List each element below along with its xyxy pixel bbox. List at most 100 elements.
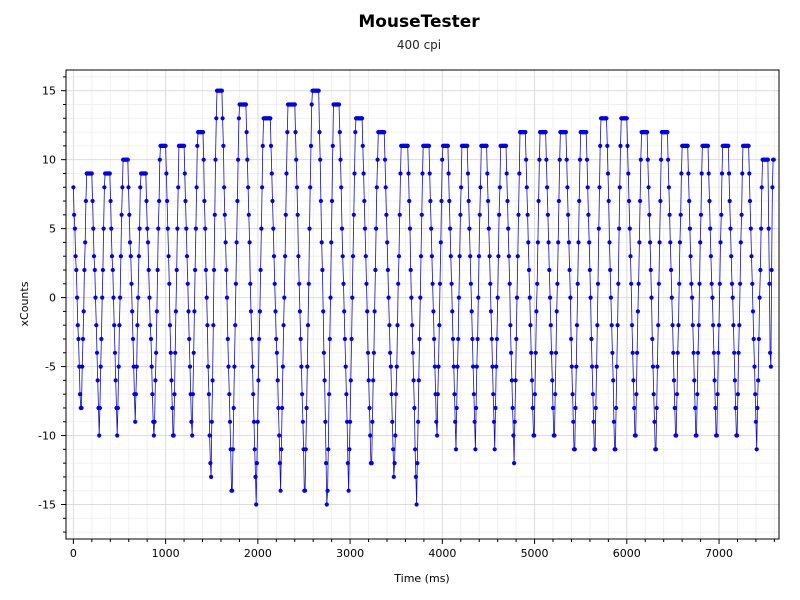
data-point: [156, 226, 161, 231]
data-point: [219, 88, 224, 93]
data-point: [687, 226, 693, 231]
data-point: [305, 364, 310, 369]
data-point: [511, 461, 517, 466]
y-axis-title: xCounts: [18, 281, 31, 326]
data-point: [629, 323, 635, 328]
data-point: [243, 102, 248, 107]
data-point: [91, 254, 97, 259]
data-point: [246, 212, 251, 217]
data-point: [221, 143, 226, 148]
data-point: [465, 143, 470, 148]
data-point: [133, 419, 138, 424]
data-point: [699, 171, 704, 176]
data-point: [714, 433, 719, 438]
data-point: [446, 171, 451, 176]
x-tick-label: 3000: [336, 547, 364, 560]
data-point: [636, 281, 641, 286]
data-point: [120, 185, 125, 190]
data-point: [655, 364, 660, 369]
data-point: [253, 474, 258, 479]
data-point: [100, 295, 105, 300]
data-point: [273, 309, 278, 314]
data-point: [607, 240, 612, 245]
data-point: [503, 143, 509, 148]
data-point: [698, 212, 704, 217]
data-point: [715, 392, 720, 397]
data-point: [517, 171, 522, 176]
data-point: [407, 226, 413, 231]
data-point: [750, 281, 755, 286]
chart-title: MouseTester: [358, 12, 480, 32]
x-tick-label: 5000: [521, 547, 549, 560]
data-point: [271, 254, 277, 259]
data-point: [75, 295, 80, 300]
data-point: [145, 226, 150, 231]
data-point: [536, 198, 541, 204]
data-point: [566, 212, 571, 217]
data-point: [166, 254, 171, 259]
data-point: [524, 185, 529, 190]
data-point: [345, 419, 350, 424]
data-point: [234, 240, 239, 245]
data-point: [748, 226, 753, 231]
data-point: [250, 364, 255, 369]
data-point: [570, 392, 575, 397]
data-point: [321, 309, 326, 314]
data-point: [227, 419, 233, 424]
data-point: [83, 240, 88, 245]
data-point: [550, 378, 555, 383]
data-point: [386, 295, 391, 300]
data-point: [719, 171, 725, 176]
data-point: [591, 419, 596, 424]
data-point: [409, 295, 414, 300]
data-point: [666, 157, 671, 162]
data-point: [672, 405, 677, 411]
data-point: [624, 116, 629, 121]
data-point: [113, 378, 118, 383]
data-point: [456, 295, 461, 300]
data-point: [710, 295, 715, 300]
data-point: [256, 378, 261, 383]
data-point: [571, 419, 576, 424]
data-point: [255, 419, 260, 424]
data-point: [390, 419, 395, 424]
data-point: [604, 116, 609, 121]
data-point: [300, 392, 305, 397]
data-point: [609, 323, 614, 328]
data-point: [300, 419, 305, 424]
data-point: [516, 212, 521, 217]
data-point: [108, 198, 113, 204]
data-point: [651, 392, 656, 397]
data-point: [736, 350, 741, 355]
data-point: [236, 116, 241, 121]
data-point: [769, 267, 774, 273]
data-point: [494, 336, 499, 342]
data-point: [657, 240, 662, 245]
data-point: [687, 198, 692, 204]
data-point: [513, 378, 518, 383]
data-point: [514, 336, 519, 342]
data-point: [339, 185, 344, 190]
data-point: [732, 378, 738, 383]
data-point: [454, 405, 459, 411]
data-point: [468, 254, 473, 259]
data-point: [459, 185, 464, 190]
data-point: [635, 309, 641, 314]
data-point: [259, 226, 264, 231]
data-point: [149, 364, 154, 369]
data-point: [209, 474, 214, 479]
data-point: [733, 405, 738, 411]
data-point: [752, 364, 757, 369]
data-point: [576, 240, 581, 245]
data-point: [182, 171, 187, 176]
data-point: [145, 240, 151, 245]
data-point: [617, 185, 622, 190]
data-point: [89, 171, 94, 176]
data-point: [465, 171, 471, 176]
data-point: [717, 281, 722, 286]
data-point: [296, 254, 301, 259]
data-point: [415, 461, 420, 466]
data-point: [396, 254, 402, 259]
data-point: [147, 295, 152, 300]
